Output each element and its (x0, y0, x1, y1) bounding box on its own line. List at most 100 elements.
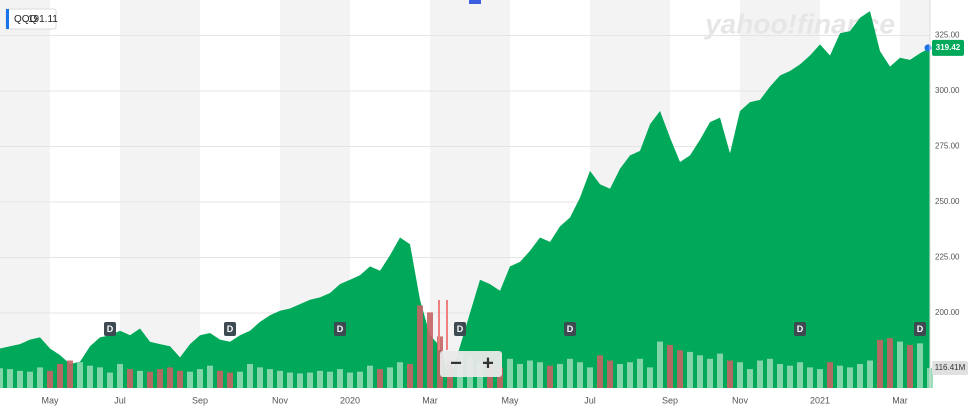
volume-bar (217, 370, 223, 388)
volume-bar (687, 351, 693, 388)
dividend-label: D (567, 324, 574, 334)
volume-bar (797, 362, 803, 388)
dividend-marker (914, 322, 926, 336)
volume-bar (757, 360, 763, 388)
volume-bar (707, 358, 713, 388)
volume-bar (847, 367, 853, 388)
volume-bar (737, 362, 743, 388)
volume-bar (917, 343, 923, 388)
volume-bar (307, 372, 313, 388)
volume-bar (597, 355, 603, 388)
volume-bar (747, 369, 753, 388)
volume-bar (577, 362, 583, 388)
volume-bar (407, 363, 413, 388)
volume-bar (17, 370, 23, 388)
volume-bar (717, 353, 723, 388)
month-band (120, 0, 200, 388)
volume-bar (37, 367, 43, 388)
volume-bar (897, 341, 903, 388)
volume-bar (157, 369, 163, 388)
volume-bar (227, 372, 233, 388)
price-area (0, 11, 930, 388)
volume-bar (517, 363, 523, 388)
dividend-label: D (107, 324, 114, 334)
volume-bar (127, 369, 133, 388)
volume-bar (807, 367, 813, 388)
x-tick-label: 2021 (810, 395, 830, 405)
zoom-panel (440, 351, 502, 377)
dividend-label: D (227, 324, 234, 334)
volume-bar (837, 365, 843, 388)
zoom-in[interactable]: + (482, 352, 494, 374)
volume-bar (787, 365, 793, 388)
x-tick-label: Mar (892, 395, 908, 405)
volume-bar (827, 362, 833, 388)
legend-swatch (6, 9, 9, 29)
x-tick-label: Jul (584, 395, 596, 405)
legend-symbol: QQQ (14, 14, 38, 25)
dividend-marker (794, 322, 806, 336)
volume-bar (107, 372, 113, 388)
dividend-label: D (457, 324, 464, 334)
volume-bar (197, 369, 203, 388)
x-tick-label: Sep (662, 395, 678, 405)
volume-bar (617, 363, 623, 388)
y-tick-label: 300.00 (935, 86, 960, 95)
volume-bar (557, 363, 563, 388)
volume-bar (337, 369, 343, 388)
volume-bar (347, 372, 353, 388)
volume-bar (817, 369, 823, 388)
volume-bar (177, 370, 183, 388)
x-tick-label: Nov (272, 395, 289, 405)
dividend-marker (224, 322, 236, 336)
volume-bar (387, 367, 393, 388)
volume-bar (497, 367, 503, 388)
volume-bar (57, 363, 63, 388)
volume-bar (357, 371, 363, 388)
y-tick-label: 325.00 (935, 31, 960, 40)
dividend-label: D (917, 324, 924, 334)
volume-bar (417, 305, 423, 388)
volume-bar (567, 358, 573, 388)
volume-bar (277, 370, 283, 388)
axes: May Jul Sep Nov 2020 Mar May Jul Sep Nov 2021 Mar 20… (41, 0, 968, 405)
volume-bar (327, 371, 333, 388)
legend: QQQ 191.11 (5, 8, 58, 30)
volume-bar (77, 362, 83, 388)
x-tick-label: 2020 (340, 395, 360, 405)
legend-price: 191.11 (28, 14, 58, 25)
x-tick-label: Sep (192, 395, 208, 405)
volume-bar (697, 355, 703, 388)
zoom-out[interactable]: − (450, 352, 462, 374)
volume-bar (97, 367, 103, 388)
y-tick-label: 200.00 (935, 308, 960, 317)
price-badge (932, 39, 964, 56)
volume-bar (627, 362, 633, 388)
y-tick-label: 275.00 (935, 142, 960, 151)
volume-bar (857, 363, 863, 388)
volume-bar (287, 372, 293, 388)
volume-bar (297, 373, 303, 388)
volume-bar (907, 345, 913, 388)
volume-bar (187, 371, 193, 388)
volume-bar (677, 350, 683, 388)
volume-bar (27, 371, 33, 388)
volume-bar (257, 367, 263, 388)
x-tick-label: Mar (422, 395, 438, 405)
volume-bar (527, 360, 533, 388)
volume-bar (727, 360, 733, 388)
month-band (0, 0, 50, 388)
volume-bar (667, 345, 673, 388)
volume-badge-label: 116.41M (935, 363, 966, 372)
volume-bar (587, 367, 593, 388)
range-handle[interactable] (469, 0, 481, 4)
volume-bar (0, 368, 3, 388)
dividend-marker (454, 322, 466, 336)
volume-bar (167, 367, 173, 388)
y-tick-label: 250.00 (935, 197, 960, 206)
volume-bar (547, 365, 553, 388)
volume-bar (397, 362, 403, 388)
volume-bar (777, 363, 783, 388)
